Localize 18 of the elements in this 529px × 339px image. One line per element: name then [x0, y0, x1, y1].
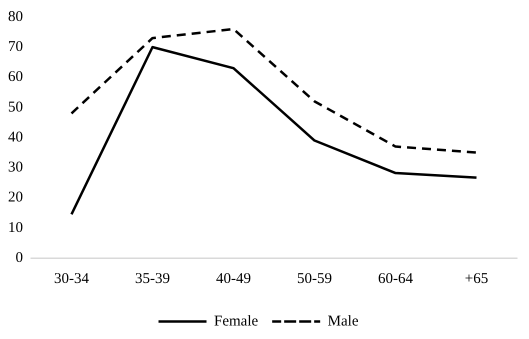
y-tick-label: 30 — [8, 160, 23, 176]
y-tick-label: 80 — [8, 8, 23, 25]
y-tick-label: 10 — [8, 220, 23, 236]
x-tick-label: 40-49 — [216, 270, 251, 287]
x-tick-label: 50-59 — [297, 270, 332, 287]
y-tick-label: 50 — [8, 99, 23, 116]
x-tick-label: 30-34 — [54, 270, 90, 287]
y-tick-label: 70 — [8, 39, 23, 56]
x-tick-label: 35-39 — [135, 270, 170, 287]
x-tick-label: 60-64 — [378, 270, 414, 287]
line-series — [70, 28, 478, 154]
y-tick-label: 40 — [8, 129, 23, 146]
x-tick-label: +65 — [464, 270, 488, 287]
y-tick-label: 60 — [8, 69, 23, 86]
y-tick-label: 20 — [8, 190, 23, 206]
legend-label: Female — [214, 313, 259, 330]
y-tick-label: 0 — [16, 250, 23, 266]
legend-label: Male — [328, 313, 359, 330]
